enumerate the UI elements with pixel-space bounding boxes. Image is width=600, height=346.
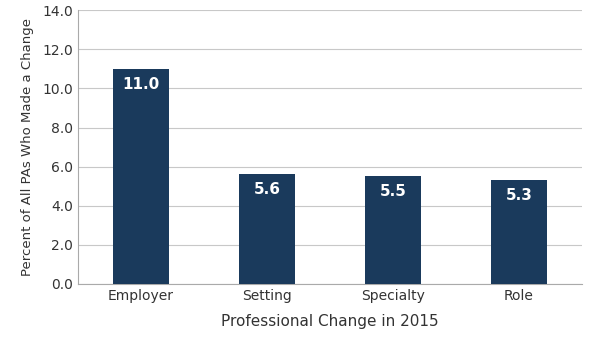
Text: 11.0: 11.0 <box>122 77 160 92</box>
Bar <box>491 180 547 284</box>
Bar <box>365 176 421 284</box>
Text: 5.6: 5.6 <box>254 182 281 197</box>
Text: 5.3: 5.3 <box>506 188 532 203</box>
Bar <box>113 69 169 284</box>
Bar <box>239 174 295 284</box>
X-axis label: Professional Change in 2015: Professional Change in 2015 <box>221 314 439 329</box>
Y-axis label: Percent of All PAs Who Made a Change: Percent of All PAs Who Made a Change <box>21 18 34 276</box>
Text: 5.5: 5.5 <box>380 184 406 199</box>
